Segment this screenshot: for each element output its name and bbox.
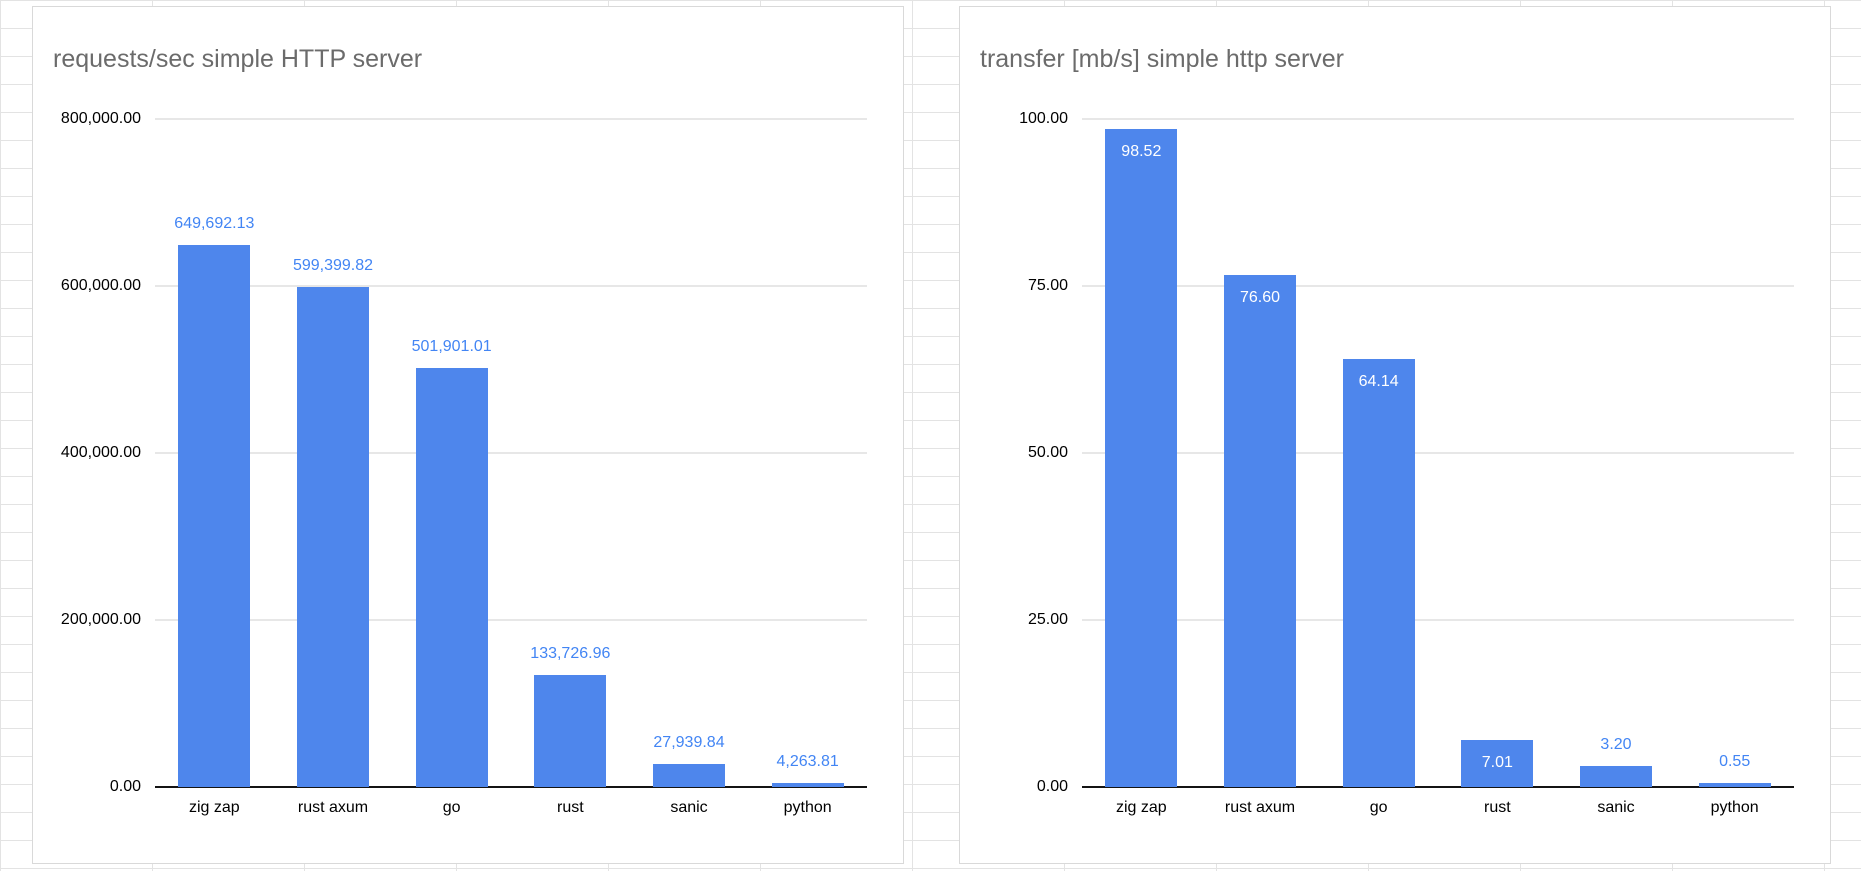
- y-axis-tick-label: 0.00: [1036, 778, 1068, 795]
- bar-rust-axum: [1224, 275, 1296, 787]
- y-axis-tick-label: 50.00: [1027, 444, 1068, 461]
- gridline: [1082, 285, 1794, 287]
- x-axis-baseline: [155, 786, 867, 788]
- y-axis-tick-label: 25.00: [1027, 611, 1068, 628]
- y-axis-tick-label: 75.00: [1027, 277, 1068, 294]
- bar-value-label: 27,939.84: [653, 733, 725, 751]
- bar-value-label: 649,692.13: [174, 214, 255, 232]
- chart-title: transfer [mb/s] simple http server: [980, 45, 1345, 73]
- x-axis-category-label: python: [783, 799, 832, 816]
- x-axis-category-label: python: [1710, 799, 1759, 816]
- bar-sanic: [653, 763, 725, 787]
- x-axis-category-label: zig zap: [1115, 799, 1167, 816]
- gridline: [155, 452, 867, 454]
- bar-sanic: [1580, 765, 1652, 787]
- y-axis-tick-label: 400,000.00: [60, 444, 141, 461]
- bar-value-label: 501,901.01: [411, 337, 492, 355]
- bar-value-label: 76.60: [1239, 289, 1281, 307]
- bar-python: [771, 783, 844, 787]
- y-axis-tick-label: 600,000.00: [60, 277, 141, 294]
- bar-python: [1698, 783, 1771, 787]
- bar-value-label: 64.14: [1358, 372, 1399, 390]
- plot-area: 0.00 200,000.00 400,000.00 600,000.00 800,00…: [61, 110, 867, 816]
- bar-value-label: 4,263.81: [776, 753, 839, 771]
- gridline: [1082, 118, 1794, 120]
- x-axis-category-label: rust axum: [297, 799, 369, 816]
- y-axis-tick-label: 800,000.00: [60, 110, 141, 127]
- bar-value-label: 7.01: [1481, 754, 1513, 772]
- gridline: [155, 285, 867, 287]
- bar-rust: [1461, 740, 1534, 787]
- gridline: [155, 118, 867, 120]
- y-axis-tick-label: 0.00: [109, 778, 141, 795]
- gridline: [1082, 452, 1794, 454]
- gridline: [155, 619, 867, 621]
- x-axis-baseline: [1082, 786, 1794, 788]
- x-axis-category-label: rust: [1483, 799, 1511, 816]
- y-axis-tick-label: 100.00: [1019, 110, 1068, 127]
- x-axis-category-label: rust: [556, 799, 584, 816]
- x-axis-category-label: sanic: [670, 799, 708, 816]
- x-axis-category-label: go: [442, 799, 461, 816]
- y-axis-tick-label: 200,000.00: [60, 611, 141, 628]
- bar-go: [1342, 358, 1415, 787]
- bar-value-label: 3.20: [1600, 735, 1632, 753]
- bar-value-label: 599,399.82: [292, 256, 374, 274]
- bar-go: [415, 367, 488, 787]
- gridline: [1082, 619, 1794, 621]
- x-axis-category-label: sanic: [1597, 799, 1635, 816]
- bar-value-label: 133,726.96: [530, 645, 611, 663]
- chart-card-requests-per-sec[interactable]: requests/sec simple HTTP server 0.00 200,…: [32, 6, 904, 864]
- x-axis-category-label: zig zap: [188, 799, 240, 816]
- x-axis-category-label: go: [1369, 799, 1388, 816]
- x-axis-category-label: rust axum: [1224, 799, 1296, 816]
- bar-zig-zap: [178, 244, 251, 787]
- chart-title: requests/sec simple HTTP server: [53, 45, 423, 73]
- bar-rust-axum: [297, 286, 369, 787]
- chart-card-transfer-mbps[interactable]: transfer [mb/s] simple http server 0.00 2…: [959, 6, 1831, 864]
- bar-value-label: 0.55: [1719, 753, 1751, 771]
- plot-area: 0.00 25.00 50.00 75.00 100.00 98.52 zig zap 76.…: [1019, 110, 1794, 816]
- bar-rust: [534, 675, 607, 787]
- bar-value-label: 98.52: [1121, 142, 1162, 160]
- bar-zig-zap: [1105, 128, 1178, 787]
